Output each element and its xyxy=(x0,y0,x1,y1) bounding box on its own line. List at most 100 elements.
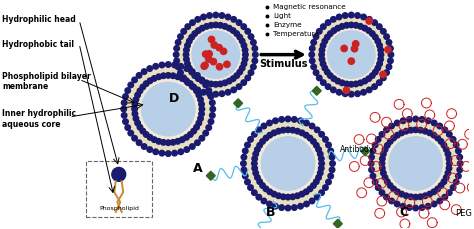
Circle shape xyxy=(338,19,343,23)
Circle shape xyxy=(355,91,360,96)
Circle shape xyxy=(180,52,184,57)
Circle shape xyxy=(280,200,284,204)
Circle shape xyxy=(320,80,326,85)
Circle shape xyxy=(447,140,451,144)
Circle shape xyxy=(193,81,197,85)
Circle shape xyxy=(189,28,193,32)
Text: Hydrophobic tail: Hydrophobic tail xyxy=(2,40,74,49)
Circle shape xyxy=(175,74,181,79)
Circle shape xyxy=(250,145,255,150)
Circle shape xyxy=(442,127,447,133)
Circle shape xyxy=(242,47,248,53)
Circle shape xyxy=(201,63,207,69)
Circle shape xyxy=(127,107,131,111)
Circle shape xyxy=(456,148,461,154)
Circle shape xyxy=(128,118,133,122)
Circle shape xyxy=(247,161,251,166)
Circle shape xyxy=(431,132,437,138)
Circle shape xyxy=(144,81,149,86)
Circle shape xyxy=(304,120,309,126)
Circle shape xyxy=(253,170,258,176)
Circle shape xyxy=(425,124,429,128)
Circle shape xyxy=(324,28,328,32)
Circle shape xyxy=(199,101,204,107)
Circle shape xyxy=(182,142,187,147)
Circle shape xyxy=(227,78,232,84)
Circle shape xyxy=(145,140,149,144)
Circle shape xyxy=(388,46,393,51)
Circle shape xyxy=(381,75,386,81)
Circle shape xyxy=(355,18,359,22)
Circle shape xyxy=(323,172,328,177)
Circle shape xyxy=(145,140,149,144)
Circle shape xyxy=(397,197,401,201)
Circle shape xyxy=(376,24,382,29)
Circle shape xyxy=(325,167,329,171)
Circle shape xyxy=(310,46,315,51)
Circle shape xyxy=(128,101,132,106)
Circle shape xyxy=(381,140,385,144)
Circle shape xyxy=(267,132,273,138)
Circle shape xyxy=(248,47,253,51)
Circle shape xyxy=(219,86,223,90)
Circle shape xyxy=(431,120,437,126)
Circle shape xyxy=(349,17,354,22)
Circle shape xyxy=(241,24,246,29)
Circle shape xyxy=(222,24,228,29)
Circle shape xyxy=(443,187,447,191)
Circle shape xyxy=(125,125,130,130)
Circle shape xyxy=(264,128,269,133)
Circle shape xyxy=(229,21,234,25)
Circle shape xyxy=(200,78,205,84)
Circle shape xyxy=(439,191,443,195)
Circle shape xyxy=(344,19,348,23)
Circle shape xyxy=(295,128,300,134)
Circle shape xyxy=(279,117,284,122)
Circle shape xyxy=(112,167,126,181)
Circle shape xyxy=(132,77,137,83)
Circle shape xyxy=(252,190,257,195)
Circle shape xyxy=(253,140,257,144)
Circle shape xyxy=(275,124,279,128)
Circle shape xyxy=(245,68,249,73)
Circle shape xyxy=(161,73,166,79)
Text: Light: Light xyxy=(273,13,291,19)
Circle shape xyxy=(413,200,418,205)
Circle shape xyxy=(187,140,191,144)
Circle shape xyxy=(322,38,328,44)
Circle shape xyxy=(135,75,202,143)
Circle shape xyxy=(181,29,186,34)
Circle shape xyxy=(198,83,202,87)
Circle shape xyxy=(376,80,382,85)
Circle shape xyxy=(172,146,176,150)
Circle shape xyxy=(210,58,217,65)
Circle shape xyxy=(172,68,176,73)
Circle shape xyxy=(295,193,300,199)
Circle shape xyxy=(292,200,296,204)
Circle shape xyxy=(339,24,345,29)
Circle shape xyxy=(451,150,456,155)
Circle shape xyxy=(241,167,246,173)
Circle shape xyxy=(381,68,385,73)
Circle shape xyxy=(183,57,189,62)
Circle shape xyxy=(375,38,381,44)
Circle shape xyxy=(388,132,392,136)
Circle shape xyxy=(252,58,257,64)
Circle shape xyxy=(214,87,218,91)
Circle shape xyxy=(190,144,195,149)
Circle shape xyxy=(315,47,320,52)
Text: Antibody: Antibody xyxy=(339,144,374,154)
Circle shape xyxy=(253,183,257,187)
Circle shape xyxy=(237,76,242,81)
Circle shape xyxy=(234,81,238,85)
Circle shape xyxy=(329,154,335,160)
Circle shape xyxy=(234,24,238,28)
Circle shape xyxy=(344,18,348,22)
Circle shape xyxy=(280,123,284,127)
Circle shape xyxy=(183,135,189,140)
Circle shape xyxy=(135,120,140,126)
Circle shape xyxy=(271,191,277,197)
Circle shape xyxy=(451,150,456,155)
Circle shape xyxy=(453,161,457,166)
Circle shape xyxy=(201,91,206,95)
